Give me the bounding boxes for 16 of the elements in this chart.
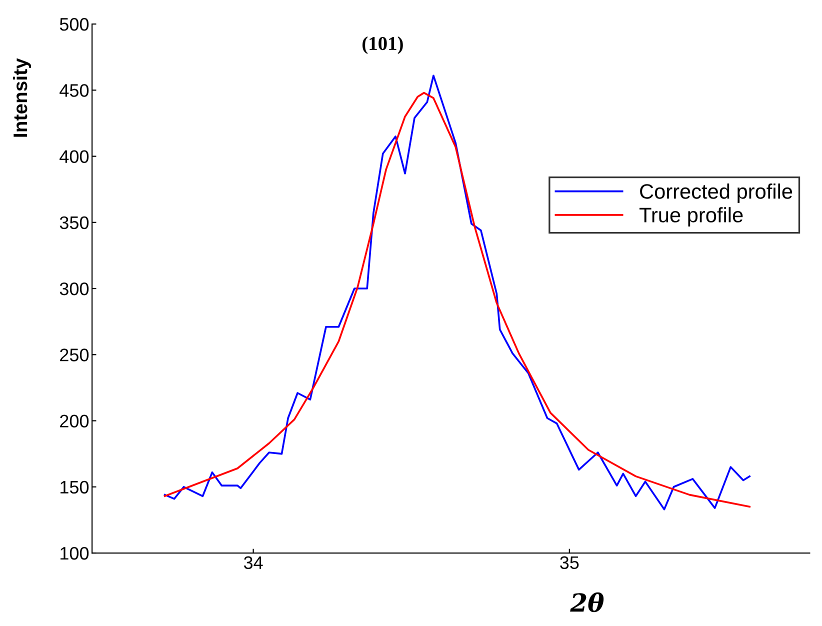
annotation: (101) (362, 36, 403, 54)
legend-label: True profile (639, 207, 743, 227)
y-tick-label: 150 (60, 480, 89, 494)
y-tick-label: 200 (60, 414, 89, 428)
legend-label: Corrected profile (640, 184, 792, 203)
y-tick-label: 500 (60, 18, 89, 31)
y-axis-title: Intensity (12, 58, 32, 137)
y-tick-label: 100 (60, 546, 89, 560)
x-tick-label: 34 (244, 556, 263, 570)
y-tick-label: 300 (60, 282, 89, 296)
x-axis-title: 2θ (570, 592, 604, 612)
y-tick-label: 400 (60, 150, 89, 163)
y-tick-label: 450 (60, 84, 89, 97)
y-tick-label: 350 (60, 216, 89, 230)
x-tick-label: 35 (560, 556, 579, 570)
y-tick-label: 250 (60, 348, 89, 362)
